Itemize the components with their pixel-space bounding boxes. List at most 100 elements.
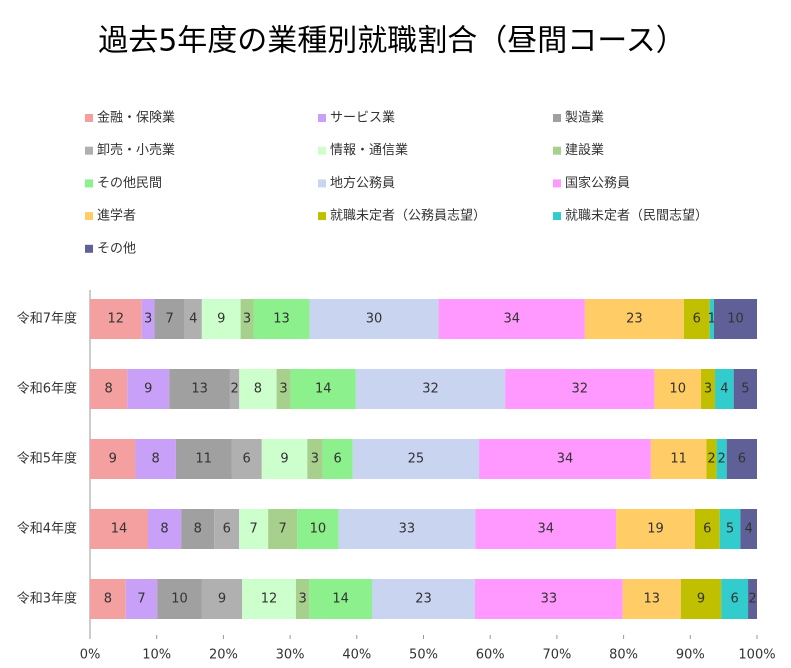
bar-segment — [372, 579, 475, 619]
x-tick-label: 10% — [142, 648, 171, 663]
data-label: 6 — [693, 312, 701, 327]
bar-segment — [748, 579, 757, 619]
data-label: 14 — [332, 592, 349, 607]
bar-segment — [229, 369, 240, 409]
data-label: 8 — [160, 522, 168, 537]
bar-segment — [125, 579, 158, 619]
data-label: 6 — [333, 452, 341, 467]
x-tick-label: 80% — [609, 648, 638, 663]
data-label: 25 — [408, 452, 425, 467]
data-label: 10 — [310, 522, 327, 537]
bar-segment — [584, 299, 684, 339]
data-label: 30 — [366, 312, 383, 327]
data-label: 6 — [738, 452, 746, 467]
bar-segment — [309, 299, 439, 339]
bar-segment — [355, 369, 506, 409]
bar-segment — [184, 299, 202, 339]
bar-segment — [683, 299, 710, 339]
data-label: 8 — [105, 382, 113, 397]
legend-label: 卸売・小売業 — [97, 142, 175, 158]
x-tick-label: 70% — [542, 648, 571, 663]
data-label: 8 — [104, 592, 112, 607]
data-label: 9 — [218, 592, 226, 607]
bar-segment — [276, 369, 291, 409]
data-label: 10 — [669, 382, 686, 397]
bar-segment — [721, 579, 749, 619]
bar-segment — [297, 509, 339, 549]
x-tick-label: 90% — [676, 648, 705, 663]
legend-label: 製造業 — [565, 110, 604, 126]
bar-segment — [616, 509, 695, 549]
data-label: 5 — [741, 382, 749, 397]
bar-segment — [175, 439, 232, 479]
bar-segment — [261, 439, 308, 479]
data-label: 3 — [311, 452, 319, 467]
legend-swatch — [553, 179, 561, 188]
data-label: 2 — [230, 382, 238, 397]
x-tick-label: 20% — [209, 648, 238, 663]
legend-label: その他民間 — [97, 176, 162, 191]
x-tick-label: 100% — [738, 648, 775, 663]
bar-segment — [475, 509, 617, 549]
bar-segment — [135, 439, 176, 479]
y-tick-label: 令和7年度 — [17, 311, 77, 327]
data-label: 12 — [108, 312, 125, 327]
legend-swatch — [553, 146, 561, 155]
bar-segment — [154, 299, 185, 339]
legend-label: 進学者 — [97, 208, 136, 224]
bar-segment — [201, 299, 241, 339]
bar-segment — [352, 439, 480, 479]
legend-swatch — [318, 179, 326, 188]
data-label: 3 — [279, 382, 287, 397]
bar-segment — [90, 369, 128, 409]
data-label: 32 — [571, 382, 588, 397]
bar-segment — [622, 579, 681, 619]
data-label: 12 — [261, 592, 278, 607]
data-label: 9 — [280, 452, 288, 467]
data-label: 6 — [730, 592, 738, 607]
data-label: 7 — [279, 522, 287, 537]
bar-segment — [148, 509, 182, 549]
bar-segment — [295, 579, 310, 619]
bar-segment — [201, 579, 243, 619]
legend-label: その他 — [97, 241, 136, 256]
data-label: 11 — [195, 452, 212, 467]
data-label: 7 — [165, 312, 173, 327]
data-label: 32 — [422, 382, 439, 397]
y-tick-label: 令和5年度 — [17, 451, 77, 467]
bar-segment — [169, 369, 230, 409]
bar-segment — [127, 369, 170, 409]
bar-segment — [214, 509, 240, 549]
data-label: 34 — [557, 452, 574, 467]
data-label: 34 — [537, 522, 554, 537]
legend-swatch — [318, 146, 326, 155]
data-label: 2 — [707, 452, 715, 467]
bar-segment — [181, 509, 215, 549]
bar-segment — [90, 509, 148, 549]
data-label: 9 — [217, 312, 225, 327]
bar-segment — [706, 439, 717, 479]
data-label: 4 — [745, 522, 753, 537]
bar-segment — [505, 369, 655, 409]
legend-label: 金融・保険業 — [97, 110, 175, 126]
y-tick-label: 令和4年度 — [17, 521, 77, 537]
legend-label: 就職未定者（民間志望） — [565, 208, 708, 224]
bar-segment — [709, 299, 714, 339]
data-label: 33 — [399, 522, 416, 537]
legend-label: 情報・通信業 — [330, 142, 408, 158]
bar-segment — [713, 299, 757, 339]
bar-segment — [322, 439, 353, 479]
legend-swatch — [553, 114, 561, 122]
legend-label: サービス業 — [330, 110, 395, 126]
bar-segment — [290, 369, 356, 409]
bar-segment — [650, 439, 707, 479]
data-label: 8 — [152, 452, 160, 467]
bar-segment — [438, 299, 585, 339]
bar-segment — [726, 439, 757, 479]
data-label: 2 — [717, 452, 725, 467]
x-tick-label: 0% — [80, 648, 101, 663]
data-label: 13 — [273, 312, 290, 327]
data-label: 9 — [109, 452, 117, 467]
bar-segment — [309, 579, 373, 619]
